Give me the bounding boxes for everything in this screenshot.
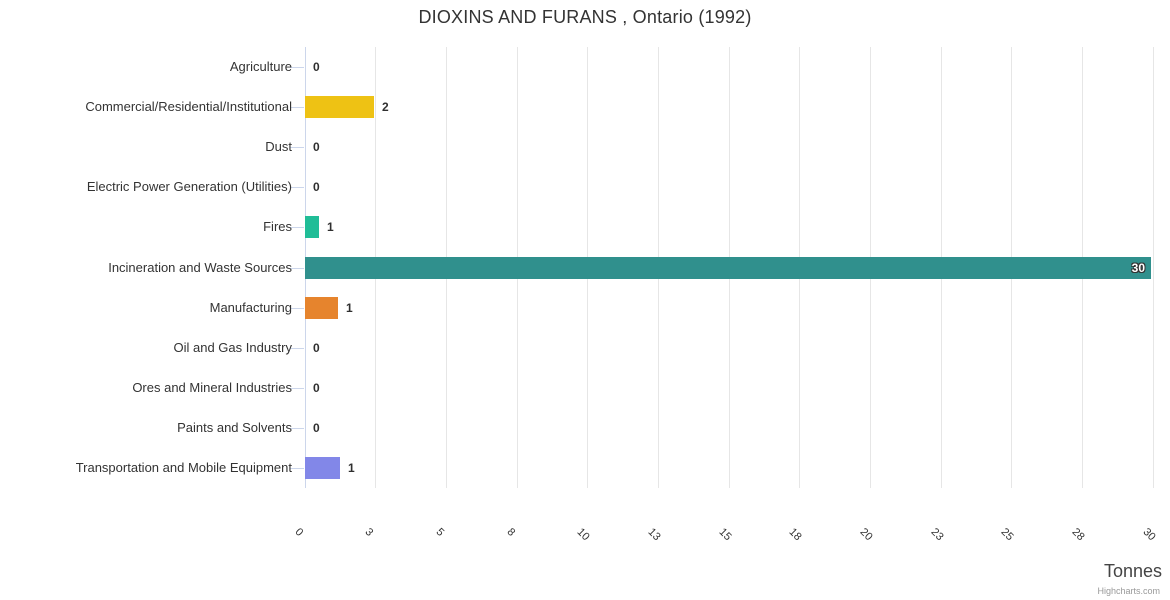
x-tick-label: 15 [716, 526, 734, 544]
x-tick-label: 18 [786, 526, 804, 544]
x-tick-label: 28 [1069, 526, 1087, 544]
bar-manufacturing[interactable] [305, 296, 338, 319]
category-tick [290, 347, 304, 349]
value-label: 0 [313, 140, 320, 155]
category-label: Oil and Gas Industry [173, 339, 293, 355]
x-tick-label: 5 [433, 526, 447, 539]
category-tick [290, 67, 304, 69]
category-tick [290, 187, 304, 189]
x-tick-label: 25 [998, 526, 1016, 544]
x-tick-label: 0 [292, 526, 305, 539]
xaxis-title: Tonnes [1103, 561, 1162, 581]
bar-transportation-and-mobile-equipment[interactable] [305, 456, 340, 479]
value-label: 30 [1131, 260, 1145, 275]
x-tick-label: 3 [362, 526, 376, 539]
category-tick [290, 307, 304, 309]
value-label: 0 [313, 420, 320, 435]
category-label: Incineration and Waste Sources [108, 259, 292, 275]
x-tick-label: 8 [504, 526, 517, 539]
gridline [1152, 47, 1154, 488]
category-label: Commercial/Residential/Institutional [85, 99, 292, 115]
bar-incineration-and-waste-sources[interactable] [305, 256, 1151, 279]
category-tick [290, 387, 304, 389]
category-label: Agriculture [229, 59, 292, 75]
category-label: Ores and Mineral Industries [132, 379, 292, 395]
category-label: Dust [265, 139, 292, 155]
x-tick-label: 23 [928, 526, 946, 544]
x-tick-label: 13 [645, 526, 663, 544]
value-label: 0 [313, 380, 320, 395]
bar-fires[interactable] [305, 216, 319, 239]
category-label: Fires [263, 219, 292, 235]
value-label: 1 [327, 220, 334, 235]
x-tick-label: 30 [1140, 526, 1158, 544]
highcharts-credits-link[interactable]: Highcharts.com [1097, 586, 1160, 596]
bar-commercial-residential-institutional[interactable] [305, 96, 374, 119]
value-label: 0 [313, 60, 320, 75]
chart-title: DIOXINS AND FURANS , Ontario (1992) [418, 7, 752, 27]
x-tick-label: 10 [574, 526, 592, 544]
value-label: 0 [313, 340, 320, 355]
x-tick-label: 20 [857, 526, 875, 544]
category-tick [290, 427, 304, 429]
category-label: Transportation and Mobile Equipment [75, 459, 292, 475]
value-label: 1 [348, 460, 355, 475]
category-tick [290, 227, 304, 229]
value-label: 1 [346, 300, 353, 315]
category-label: Electric Power Generation (Utilities) [86, 179, 292, 195]
value-label: 2 [382, 100, 389, 115]
category-tick [290, 467, 304, 469]
category-label: Manufacturing [209, 299, 292, 315]
category-tick [290, 107, 304, 109]
value-label: 0 [313, 180, 320, 195]
category-tick [290, 267, 304, 269]
category-tick [290, 147, 304, 149]
category-label: Paints and Solvents [177, 419, 292, 435]
